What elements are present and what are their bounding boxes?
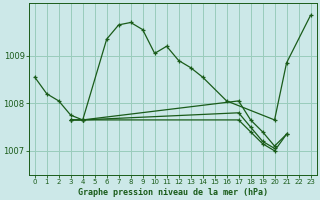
X-axis label: Graphe pression niveau de la mer (hPa): Graphe pression niveau de la mer (hPa) <box>78 188 268 197</box>
